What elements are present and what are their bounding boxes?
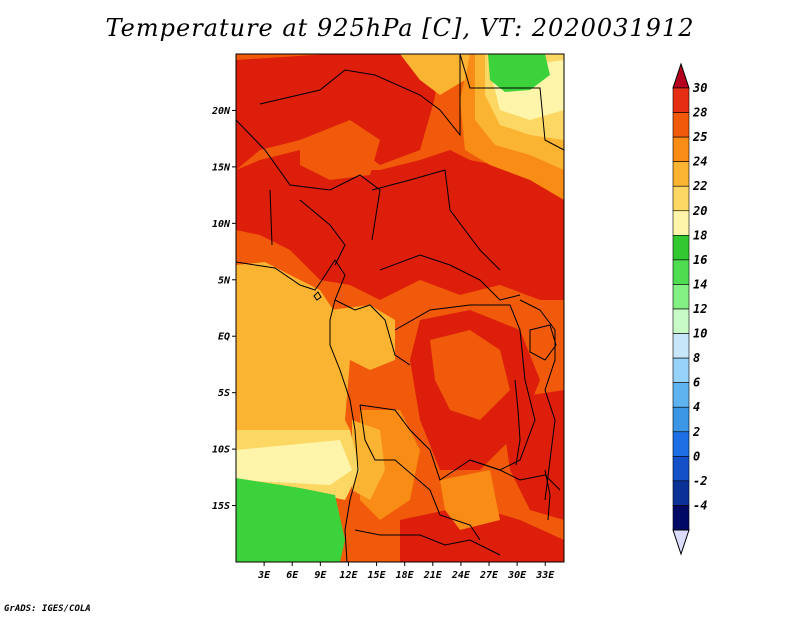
field-green-sw: [236, 478, 345, 562]
colorbar-bin: [672, 357, 690, 383]
lake-malawi: [544, 469, 551, 521]
border-angola: [359, 404, 481, 541]
lon-tick-label: 12E: [339, 570, 358, 581]
colorbar-label: 14: [693, 277, 707, 291]
colorbar-label: 22: [692, 179, 707, 193]
lon-tick-label: 6E: [286, 570, 299, 581]
colorbar-label: 28: [692, 106, 707, 120]
field-gold-north: [400, 54, 470, 95]
colorbar-bin: [672, 161, 690, 187]
longitude-axis: 3E 6E 9E 12E 15E 18E 21E 24E 27E 30E 33E: [257, 562, 555, 581]
colorbar-label: 0: [693, 449, 700, 463]
lat-tick-label: 15S: [212, 501, 230, 512]
lat-tick-label: EQ: [218, 332, 230, 343]
lon-tick-label: 3E: [257, 570, 271, 581]
lat-tick-label: 20N: [211, 106, 231, 117]
field-warm-inner: [430, 330, 510, 420]
colorbar-bin: [672, 382, 690, 408]
border-namibia: [354, 529, 501, 556]
lon-tick-label: 24E: [451, 570, 471, 581]
colorbar-bottom-arrow: [672, 529, 690, 556]
field-warm-north-a: [300, 120, 380, 180]
colorbar-label: -4: [693, 498, 707, 512]
border-car: [379, 254, 521, 301]
border-drc: [359, 304, 536, 481]
colorbar-label: 8: [693, 351, 700, 365]
field-pale-atlantic: [236, 440, 352, 485]
chart-title: Temperature at 925hPa [C], VT: 202003191…: [105, 14, 695, 42]
border-nigeria: [269, 189, 346, 266]
border-chad: [371, 169, 501, 271]
field-gold-atlantic: [236, 262, 350, 430]
temperature-field: [236, 54, 564, 562]
border-cameroon: [334, 299, 411, 366]
colorbar-bin: [672, 185, 690, 212]
lat-tick-label: 15N: [212, 162, 231, 173]
colorbar-bin: [672, 333, 690, 359]
colorbar-bin: [672, 87, 690, 113]
lon-tick-label: 27E: [479, 570, 499, 581]
coastline-west-africa: [236, 259, 359, 562]
grads-credit: GrADS: IGES/COLA: [4, 604, 91, 614]
field-orange-se: [440, 470, 500, 530]
colorbar-bin: [672, 480, 690, 506]
lake-tanganyika: [514, 379, 521, 466]
colorbar-label: 2: [692, 425, 700, 439]
lat-tick-label: 10N: [212, 219, 231, 230]
latitude-axis: 20N 15N 10N 5N EQ 5S 10S 15S: [211, 106, 236, 512]
colorbar-label: 12: [693, 302, 707, 316]
lake-victoria: [529, 324, 557, 361]
colorbar-bin: [672, 235, 690, 261]
colorbar-label: 10: [693, 327, 707, 341]
colorbar-bin: [672, 406, 690, 433]
border-sudan: [459, 54, 564, 151]
colorbar-label: 6: [693, 376, 700, 390]
colorbar-label: 4: [693, 400, 700, 414]
border-sahara: [259, 54, 461, 137]
colorbar-bin: [672, 431, 690, 457]
lon-tick-label: 9E: [314, 570, 327, 581]
lon-tick-label: 18E: [396, 570, 415, 581]
colorbar-label: 18: [693, 228, 707, 242]
colorbar-label: 16: [693, 253, 707, 267]
colorbar-bin: [672, 456, 690, 482]
colorbar-bin: [672, 210, 690, 236]
bioko-island: [313, 291, 322, 301]
boundaries: [236, 54, 564, 562]
border-zambia: [469, 459, 561, 491]
field-hot-sahel: [236, 150, 564, 300]
lon-tick-label: 30E: [507, 570, 527, 581]
field-green-ne: [488, 54, 550, 92]
lon-tick-label: 15E: [368, 570, 387, 581]
colorbar-label: -2: [693, 474, 707, 488]
colorbar-label: 30: [692, 81, 707, 95]
lon-tick-label: 21E: [423, 570, 443, 581]
colorbar-bin: [672, 112, 690, 138]
map-frame: [235, 53, 565, 563]
field-gold-gabon: [330, 305, 395, 370]
colorbar-bin: [672, 259, 690, 285]
colorbar-bin: [672, 505, 690, 531]
lon-tick-label: 33E: [535, 570, 555, 581]
field-hot-north: [236, 54, 440, 170]
colorbar-label: 25: [692, 130, 707, 144]
colorbar-label: 20: [692, 204, 707, 218]
border-mali-niger: [236, 119, 381, 241]
border-east: [519, 299, 556, 501]
lat-tick-label: 5N: [218, 275, 231, 286]
colorbar-bin: [672, 308, 690, 334]
lat-tick-label: 10S: [212, 445, 230, 456]
lat-tick-label: 5S: [218, 388, 230, 399]
colorbar-label: 24: [692, 155, 707, 169]
colorbar-top-arrow: [672, 62, 690, 89]
field-hot-south: [400, 505, 564, 562]
field-gold-sw: [352, 420, 385, 500]
colorbar-bin: [672, 284, 690, 310]
colorbar-bin: [672, 136, 690, 162]
